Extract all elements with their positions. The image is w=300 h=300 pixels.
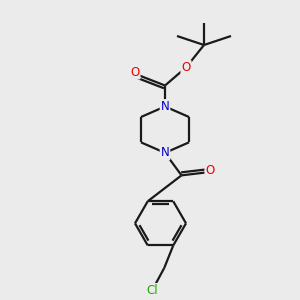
Text: O: O [206,164,214,177]
Text: O: O [182,61,190,74]
Text: N: N [160,100,169,113]
Text: O: O [130,65,140,79]
Text: N: N [160,146,169,159]
Text: Cl: Cl [146,284,158,297]
